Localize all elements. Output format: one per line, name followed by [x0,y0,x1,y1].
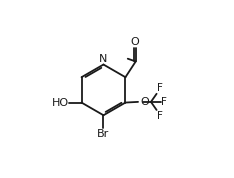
Text: F: F [157,111,163,121]
Text: Br: Br [97,129,110,139]
Text: O: O [140,97,149,107]
Text: O: O [131,37,139,47]
Text: F: F [161,97,167,107]
Text: HO: HO [52,98,69,108]
Text: N: N [99,54,108,64]
Text: F: F [157,83,163,93]
